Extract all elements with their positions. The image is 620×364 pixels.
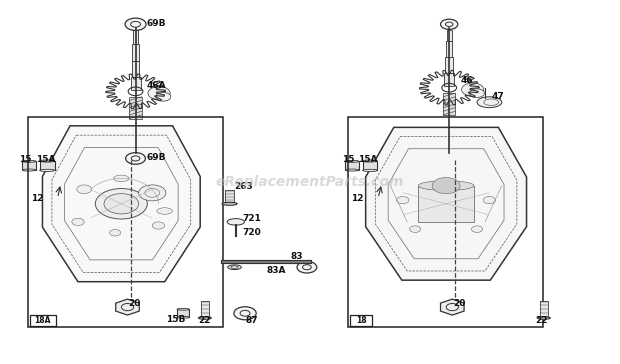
- Circle shape: [153, 222, 165, 229]
- Text: 12: 12: [31, 194, 43, 203]
- Text: 18A: 18A: [35, 316, 51, 325]
- Ellipse shape: [22, 160, 36, 162]
- Ellipse shape: [40, 160, 55, 162]
- Bar: [131, 77, 141, 90]
- Text: 720: 720: [242, 228, 261, 237]
- Ellipse shape: [477, 97, 502, 108]
- Ellipse shape: [22, 169, 36, 171]
- Polygon shape: [440, 299, 464, 315]
- Ellipse shape: [363, 160, 378, 162]
- Circle shape: [461, 83, 484, 96]
- Circle shape: [125, 18, 146, 31]
- Bar: [443, 93, 455, 115]
- Circle shape: [139, 185, 166, 201]
- Polygon shape: [116, 299, 140, 315]
- Bar: [225, 190, 234, 204]
- Circle shape: [410, 226, 421, 232]
- Text: 69B: 69B: [147, 19, 166, 28]
- Bar: [350, 315, 373, 326]
- Text: 18: 18: [356, 316, 366, 325]
- Polygon shape: [42, 126, 200, 282]
- Bar: [133, 30, 138, 44]
- Ellipse shape: [363, 169, 378, 171]
- Bar: [132, 60, 140, 77]
- Text: 263: 263: [234, 182, 253, 191]
- Circle shape: [483, 197, 495, 204]
- Circle shape: [126, 153, 146, 164]
- Bar: [201, 301, 208, 318]
- Text: 22: 22: [535, 316, 547, 325]
- Circle shape: [104, 194, 139, 214]
- Ellipse shape: [40, 169, 55, 171]
- Circle shape: [77, 185, 92, 194]
- Text: 20: 20: [453, 299, 466, 308]
- Text: eReplacementParts.com: eReplacementParts.com: [216, 175, 404, 189]
- Ellipse shape: [345, 169, 359, 171]
- Circle shape: [72, 218, 84, 226]
- Bar: [363, 161, 378, 170]
- Text: 721: 721: [242, 214, 262, 223]
- Bar: [40, 161, 55, 170]
- Circle shape: [234, 307, 256, 320]
- Circle shape: [156, 92, 171, 101]
- Text: 20: 20: [129, 299, 141, 308]
- Circle shape: [441, 19, 458, 29]
- Text: 22: 22: [198, 316, 211, 325]
- Text: 15: 15: [19, 155, 32, 164]
- Text: 83: 83: [290, 252, 303, 261]
- Bar: [446, 40, 452, 57]
- Text: 83A: 83A: [267, 266, 286, 275]
- Ellipse shape: [177, 316, 189, 318]
- Text: 15A: 15A: [36, 155, 55, 164]
- Text: 15A: 15A: [358, 155, 377, 164]
- Text: 46: 46: [460, 76, 473, 85]
- Ellipse shape: [157, 208, 172, 214]
- Ellipse shape: [222, 202, 237, 205]
- Bar: [30, 315, 56, 326]
- Text: 87: 87: [245, 316, 258, 325]
- Bar: [445, 73, 454, 86]
- Ellipse shape: [198, 317, 211, 319]
- Text: 69B: 69B: [147, 153, 166, 162]
- Ellipse shape: [113, 175, 129, 182]
- Bar: [133, 44, 139, 60]
- Text: 12: 12: [352, 194, 364, 203]
- Bar: [348, 117, 543, 327]
- Ellipse shape: [228, 265, 241, 270]
- Text: 46A: 46A: [147, 82, 166, 90]
- Ellipse shape: [418, 181, 474, 190]
- Bar: [345, 161, 359, 170]
- Text: 15: 15: [342, 155, 355, 164]
- Bar: [447, 30, 451, 40]
- Bar: [540, 301, 547, 318]
- Bar: [446, 57, 453, 73]
- Text: 15B: 15B: [167, 315, 186, 324]
- Circle shape: [95, 189, 148, 219]
- Circle shape: [469, 89, 484, 98]
- Ellipse shape: [177, 308, 189, 310]
- Bar: [177, 309, 189, 317]
- Bar: [28, 117, 223, 327]
- Circle shape: [148, 87, 171, 100]
- Ellipse shape: [345, 160, 359, 162]
- Text: 47: 47: [491, 92, 504, 101]
- Circle shape: [297, 261, 317, 273]
- Bar: [130, 97, 142, 119]
- Circle shape: [432, 178, 460, 194]
- Polygon shape: [366, 127, 526, 280]
- Bar: [22, 161, 36, 170]
- Circle shape: [471, 226, 482, 232]
- Bar: [418, 186, 474, 222]
- Circle shape: [397, 197, 409, 204]
- Ellipse shape: [227, 219, 244, 225]
- Circle shape: [110, 230, 121, 236]
- Ellipse shape: [538, 317, 551, 319]
